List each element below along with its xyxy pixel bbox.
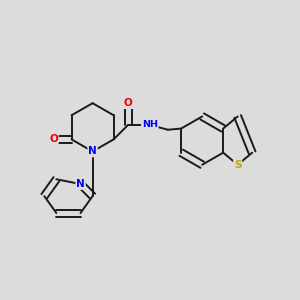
Text: O: O <box>124 98 133 108</box>
Text: O: O <box>49 134 58 144</box>
Text: N: N <box>88 146 97 157</box>
Text: N: N <box>76 179 85 189</box>
Text: S: S <box>234 160 242 170</box>
Text: NH: NH <box>142 120 158 129</box>
